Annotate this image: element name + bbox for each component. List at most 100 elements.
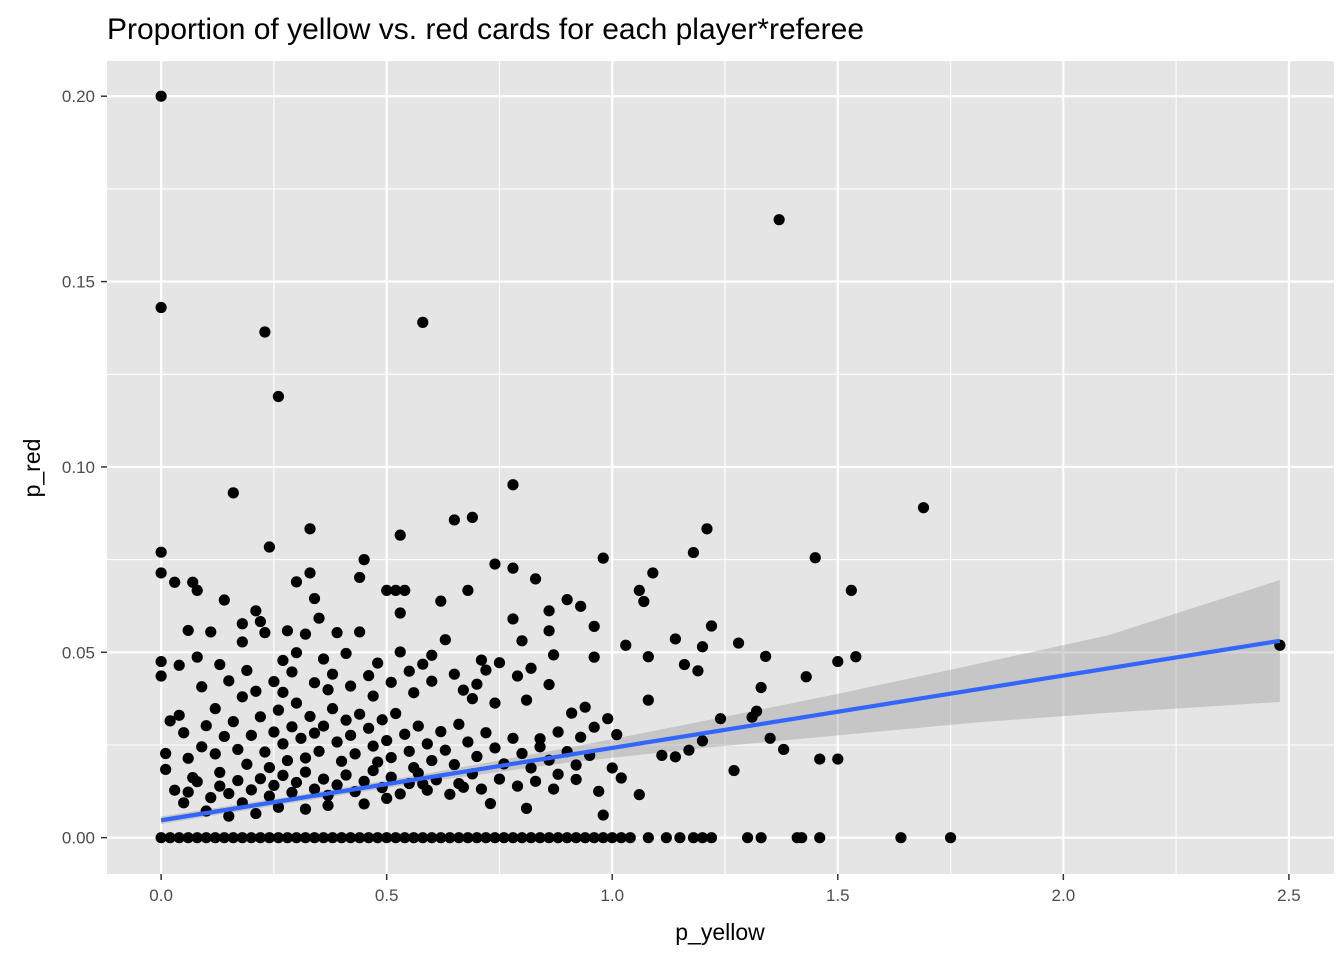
data-point [511, 780, 524, 792]
data-point [326, 668, 339, 680]
data-point [263, 790, 275, 802]
data-point [696, 641, 709, 653]
x-axis-title: p_yellow [675, 919, 765, 945]
data-point [597, 552, 609, 564]
data-point [579, 701, 591, 713]
data-point [755, 681, 767, 694]
data-point [155, 546, 167, 558]
data-point [773, 214, 785, 226]
data-point [227, 716, 239, 728]
data-point [399, 584, 411, 597]
data-point [421, 738, 433, 750]
data-point [399, 728, 411, 740]
data-point [832, 655, 844, 668]
data-point [259, 627, 271, 639]
data-point [390, 707, 402, 720]
data-point [448, 514, 460, 526]
data-point [845, 584, 857, 597]
data-point [674, 832, 686, 844]
data-point [286, 786, 298, 799]
data-point [345, 832, 357, 844]
data-point [155, 90, 167, 102]
data-point [692, 665, 704, 677]
data-point [363, 832, 375, 844]
data-point [322, 684, 334, 696]
data-point [701, 523, 713, 535]
data-point [403, 745, 415, 757]
data-point [570, 759, 582, 771]
y-tick-label: 0.10 [62, 458, 95, 477]
data-point [660, 832, 672, 844]
data-point [484, 797, 497, 810]
data-point [169, 576, 181, 588]
x-axis: 0.0 0.5 1.0 1.5 2.0 2.5 [149, 874, 1301, 905]
data-point [326, 703, 339, 715]
data-point [944, 832, 957, 844]
data-point [832, 753, 844, 765]
data-point [263, 762, 275, 774]
data-point [394, 646, 406, 658]
data-point [606, 762, 618, 774]
data-point [597, 832, 609, 844]
data-point [669, 633, 681, 645]
data-point [588, 620, 600, 632]
data-point [516, 635, 528, 647]
data-point [223, 787, 235, 800]
data-point [236, 618, 248, 630]
data-point [412, 720, 424, 732]
data-point [525, 762, 537, 774]
data-point [281, 625, 294, 637]
data-point [403, 665, 415, 677]
data-point [223, 810, 235, 822]
data-point [696, 735, 709, 747]
data-point [471, 678, 483, 690]
data-point [299, 803, 312, 815]
data-point [254, 615, 266, 628]
data-point [696, 832, 709, 844]
data-point [223, 675, 235, 687]
data-point [394, 607, 406, 619]
data-point [304, 710, 316, 723]
data-point [453, 777, 465, 790]
data-point [453, 718, 465, 730]
data-point [687, 546, 700, 559]
data-point [299, 628, 312, 640]
data-point [466, 693, 478, 705]
data-point [687, 832, 700, 844]
data-point [308, 783, 321, 795]
data-point [579, 832, 591, 844]
data-point [796, 832, 808, 844]
data-point [448, 668, 460, 680]
data-point [480, 727, 492, 739]
data-point [227, 832, 239, 844]
data-point [638, 595, 650, 608]
data-point [349, 748, 361, 760]
data-point [417, 316, 429, 328]
data-point [372, 657, 384, 669]
data-point [322, 799, 334, 812]
data-point [850, 651, 862, 663]
data-point [164, 715, 176, 727]
data-point [304, 523, 316, 535]
data-point [290, 832, 303, 844]
data-point [755, 832, 767, 844]
data-point [800, 671, 812, 683]
data-point [426, 832, 438, 844]
data-point [520, 802, 533, 814]
x-tick-label: 2.0 [1052, 886, 1076, 905]
data-point [516, 747, 528, 760]
data-point [417, 658, 429, 670]
data-point [520, 694, 533, 706]
data-point [299, 766, 312, 778]
data-point [354, 626, 366, 638]
data-point [489, 832, 501, 844]
data-point [272, 832, 285, 844]
data-point [376, 714, 388, 726]
data-point [444, 832, 456, 844]
data-point [241, 758, 253, 770]
data-point [218, 730, 230, 743]
data-point [602, 713, 614, 725]
data-point [245, 784, 257, 796]
x-tick-label: 0.5 [375, 886, 399, 905]
data-point [268, 779, 280, 792]
